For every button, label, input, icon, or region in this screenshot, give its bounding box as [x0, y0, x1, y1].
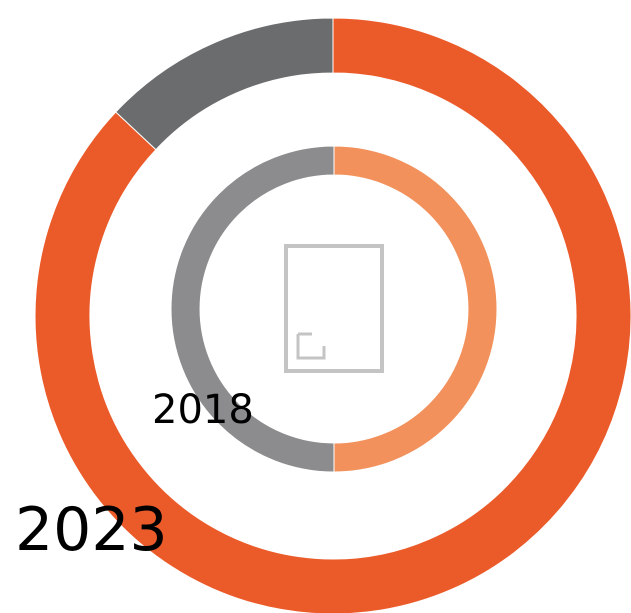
donut-segment [34, 17, 631, 613]
ring-label: 2018 [152, 387, 254, 433]
donut-segment [170, 145, 335, 473]
center-icon [284, 244, 384, 373]
donut-segment [115, 17, 334, 151]
ring-label: 2023 [15, 495, 168, 565]
donut-segment [333, 145, 498, 473]
